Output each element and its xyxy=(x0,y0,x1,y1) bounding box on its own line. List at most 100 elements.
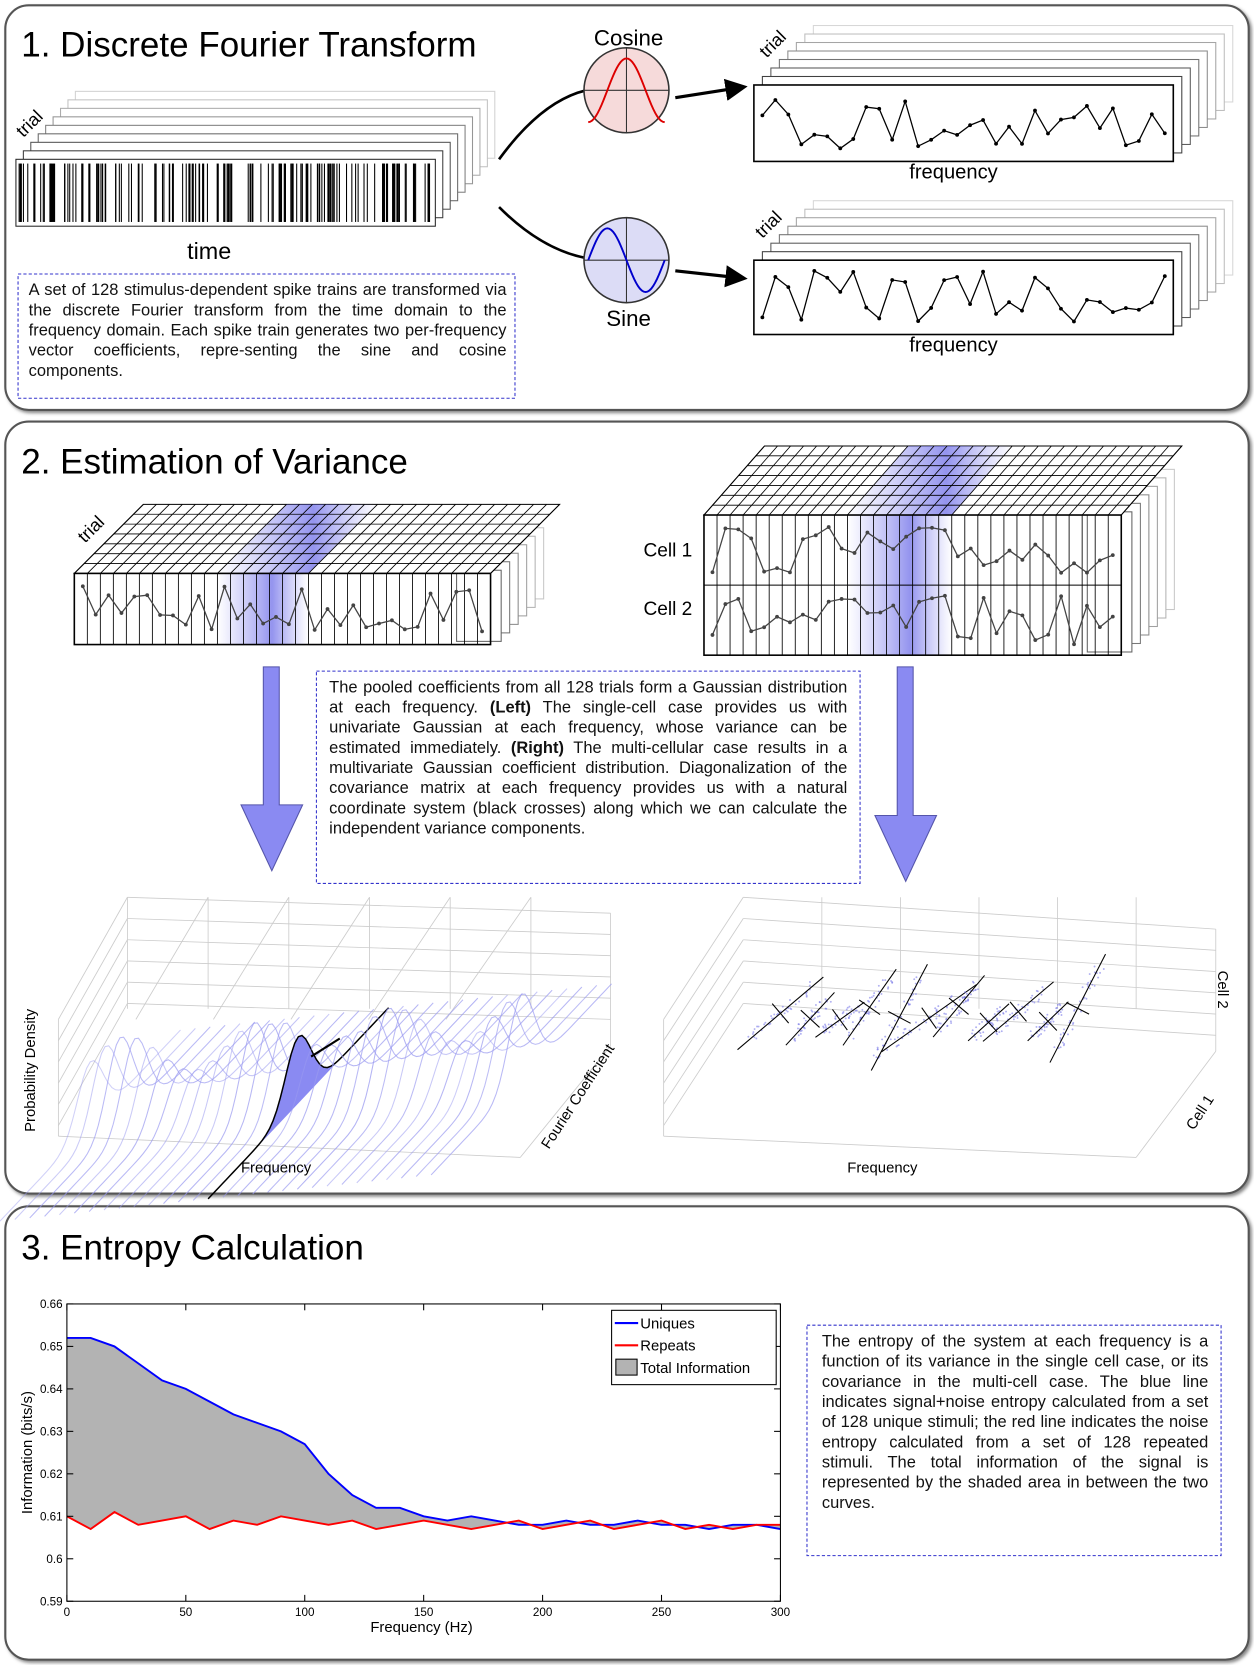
scatter-point xyxy=(840,1023,843,1026)
scatter-point xyxy=(957,1009,960,1012)
principal-axis xyxy=(979,1012,998,1033)
block-edge xyxy=(781,445,844,516)
connector xyxy=(498,206,587,260)
trace-dot xyxy=(1020,557,1025,562)
block-edge xyxy=(742,445,804,516)
scatter-point xyxy=(785,1009,788,1012)
block-edge xyxy=(834,445,896,516)
scatter-point xyxy=(877,990,880,993)
scatter-point xyxy=(1045,1016,1048,1019)
scatter-point xyxy=(1037,1035,1040,1038)
plot-grid xyxy=(127,1003,611,1020)
scatter-point xyxy=(1093,965,1096,968)
row-label: Cell 2 xyxy=(643,599,692,620)
area-fill xyxy=(66,1337,781,1530)
scatter-point xyxy=(925,1021,928,1024)
plot-grid xyxy=(663,1135,1137,1158)
scatter-point xyxy=(1033,1001,1036,1004)
block-edge xyxy=(386,504,456,574)
scatter-point xyxy=(922,1018,925,1021)
scatter-point xyxy=(1040,1033,1043,1035)
block-edge xyxy=(1042,445,1104,516)
block-edge xyxy=(729,445,791,516)
trace-dot xyxy=(1136,307,1141,312)
scatter-point xyxy=(1035,1025,1038,1028)
trace-dot xyxy=(903,280,908,284)
legend-label: Repeats xyxy=(640,1339,695,1355)
trace-dot xyxy=(775,614,779,619)
series-line xyxy=(66,1510,781,1531)
gaussian xyxy=(371,989,553,1182)
scatter-point xyxy=(1059,1004,1062,1007)
scatter-point xyxy=(851,1021,854,1024)
x-axis-label: Frequency (Hz) xyxy=(370,1620,472,1636)
trace-dot xyxy=(1059,594,1064,599)
scatter-point xyxy=(1059,1046,1062,1049)
scatter-point xyxy=(897,1044,900,1047)
trace-dot xyxy=(1059,570,1064,575)
block-edge xyxy=(912,445,974,516)
scatter-point xyxy=(852,1037,855,1040)
trace-dot xyxy=(890,137,895,142)
trace-dot xyxy=(80,584,85,589)
block-edge xyxy=(794,445,857,516)
caption-box xyxy=(806,1324,1222,1557)
scatter-point xyxy=(824,998,827,1001)
block-edge xyxy=(768,445,831,516)
trace-dot xyxy=(786,112,791,117)
plot-grid xyxy=(135,897,209,1020)
trace-dot xyxy=(981,118,985,122)
block-edge xyxy=(451,504,521,574)
trace-dot xyxy=(274,615,278,619)
trace-dot xyxy=(132,594,137,599)
scatter-point xyxy=(878,1000,881,1002)
block-edge xyxy=(204,504,274,574)
scatter-point xyxy=(794,1003,797,1006)
scatter-point xyxy=(1024,1011,1027,1014)
scatter-point xyxy=(943,1012,946,1015)
scatter-point xyxy=(818,1015,821,1017)
trace-dot xyxy=(904,625,909,629)
highlight-gaussian xyxy=(207,1007,390,1200)
scatter-point xyxy=(939,1030,942,1033)
scatter-point xyxy=(753,1028,756,1030)
scatter-point xyxy=(1086,983,1089,986)
trace-dot xyxy=(851,270,856,274)
trace-dot xyxy=(736,527,741,532)
plot-grid xyxy=(58,1135,521,1158)
block-edge xyxy=(74,504,144,574)
scatter-point xyxy=(1088,973,1091,976)
caption-text: The pooled coefficients from all 128 tri… xyxy=(329,678,848,717)
trace-dot xyxy=(312,628,317,632)
scatter-point xyxy=(873,992,876,995)
scatter-point xyxy=(868,996,871,999)
scatter-point xyxy=(764,1021,767,1024)
block-edge xyxy=(308,504,378,574)
trace-dot xyxy=(929,306,934,310)
trace-dot xyxy=(710,570,715,575)
trace-dot xyxy=(1162,131,1167,136)
caption: The pooled coefficients from all 128 tri… xyxy=(329,677,847,838)
scatter-point xyxy=(978,1022,981,1025)
gaussian xyxy=(44,1024,226,1217)
x-tick-label: 250 xyxy=(652,1606,672,1619)
scatter-point xyxy=(1017,1003,1020,1006)
scatter-point xyxy=(824,1007,827,1010)
scatter-point xyxy=(963,996,966,998)
scatter-point xyxy=(911,988,914,991)
scatter-point xyxy=(847,1017,850,1019)
scatter-point xyxy=(1063,1028,1066,1031)
scatter-point xyxy=(783,1012,786,1015)
trace-dot xyxy=(119,611,124,615)
scatter-point xyxy=(1014,1015,1017,1018)
plot-grid xyxy=(58,939,128,1063)
block-band xyxy=(217,573,309,645)
y-tick-label: 0.61 xyxy=(40,1511,63,1524)
trace-dot xyxy=(1072,642,1076,647)
scatter-point xyxy=(798,1000,801,1003)
trace-dot xyxy=(1072,319,1076,324)
trace-dot xyxy=(994,631,999,636)
scatter-point xyxy=(996,1010,999,1013)
gaussian xyxy=(133,1015,315,1208)
